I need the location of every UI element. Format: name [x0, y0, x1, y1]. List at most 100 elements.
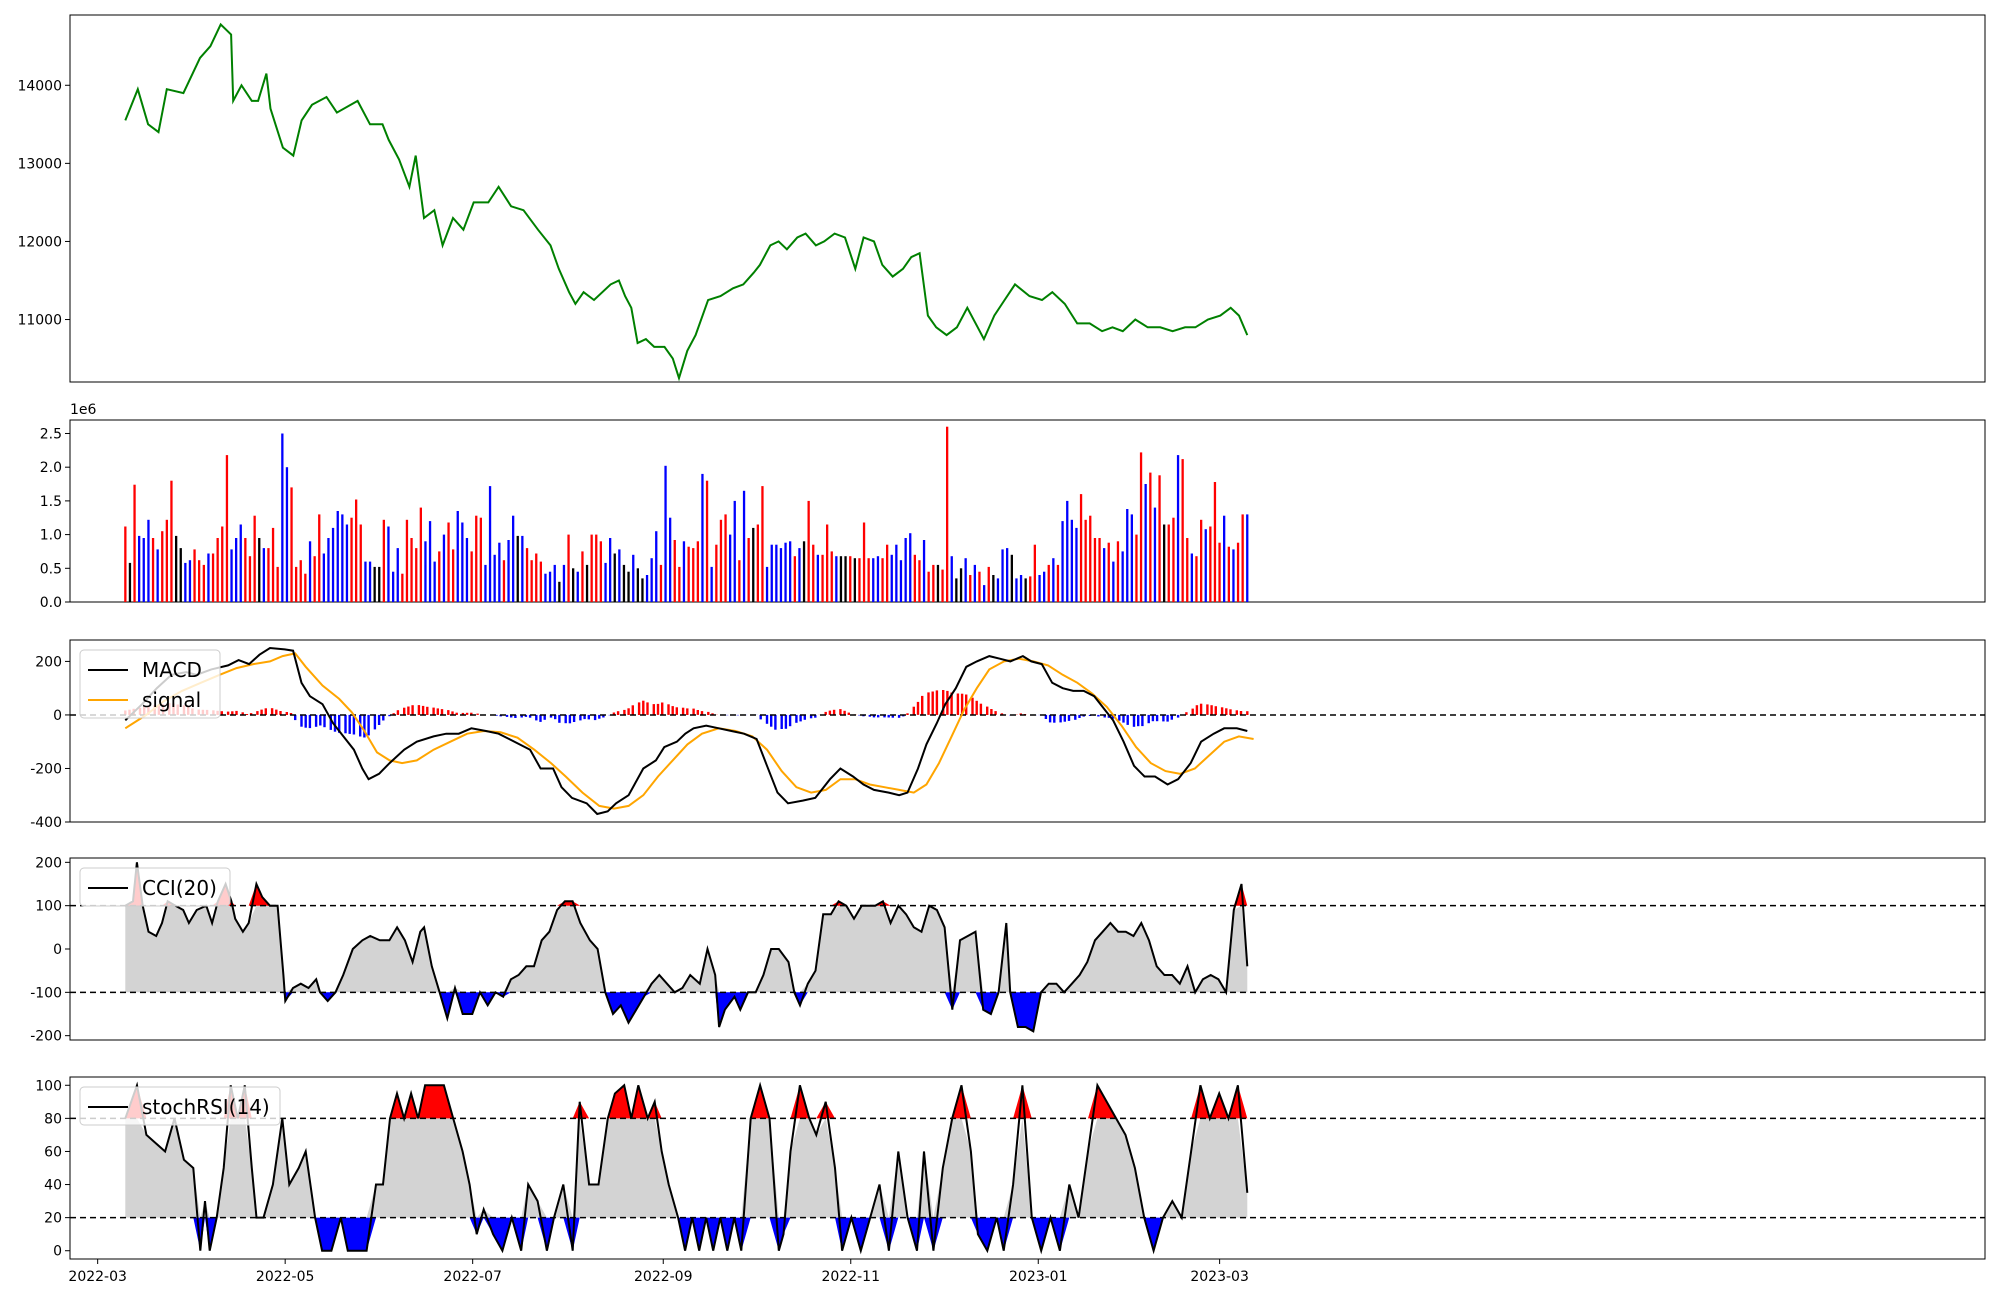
- volume-bar: [1209, 526, 1212, 602]
- macd-histogram-bar: [1199, 703, 1203, 715]
- macd-histogram-bar: [770, 714, 773, 727]
- macd-histogram-bar: [407, 706, 410, 715]
- macd-histogram-bar: [623, 709, 626, 715]
- macd-histogram-bar: [788, 714, 792, 727]
- macd-histogram-bar: [411, 705, 414, 715]
- stochrsi-panel: 0 20 40 60 80 100 stochRSI(14) 2022-03 2022-05 20…: [35, 1076, 1986, 1285]
- volume-bar: [327, 538, 330, 602]
- macd-histogram-bar: [520, 714, 523, 718]
- macd-histogram-bar: [916, 701, 920, 715]
- volume-bar: [1227, 546, 1230, 602]
- volume-bar: [1190, 553, 1193, 602]
- volume-bar: [281, 433, 284, 602]
- macd-histogram-bar: [686, 708, 689, 715]
- volume-bar: [276, 566, 279, 602]
- volume-bar: [585, 564, 589, 602]
- volume-bar: [1010, 554, 1013, 602]
- volume-bar: [1033, 544, 1036, 602]
- macd-histogram-bar: [1082, 714, 1085, 717]
- macd-frame: [69, 639, 1986, 823]
- macd-histogram-bar: [1210, 705, 1213, 715]
- macd-histogram-bar: [971, 697, 974, 715]
- macd-panel: -400 -200 0 200 MACD signal: [30, 639, 1986, 831]
- macd-histogram-bar: [294, 714, 297, 721]
- macd-histogram-bar: [707, 711, 710, 715]
- price-ytick-label: 13000: [17, 156, 62, 172]
- volume-bar: [1213, 482, 1217, 602]
- volume-bar: [1066, 500, 1069, 602]
- macd-histogram-bar: [220, 711, 223, 715]
- stochrsi-legend-box: [79, 1086, 281, 1126]
- macd-histogram-bar: [314, 714, 318, 727]
- volume-bar: [1144, 484, 1147, 602]
- macd-histogram-bar: [572, 714, 576, 722]
- macd-histogram-bar: [1141, 714, 1144, 727]
- volume-bar: [428, 521, 432, 602]
- volume-bar: [572, 568, 575, 602]
- volume-bar: [465, 538, 469, 602]
- volume-bar: [1093, 538, 1097, 602]
- volume-bar: [678, 566, 681, 602]
- volume-bar: [895, 544, 898, 602]
- macd-histogram-bar: [1229, 709, 1232, 715]
- volume-bar: [1098, 538, 1101, 602]
- macd-histogram-bar: [795, 714, 798, 723]
- volume-bar: [1024, 578, 1027, 602]
- volume-bar: [844, 556, 847, 602]
- macd-histogram-bar: [784, 714, 788, 729]
- macd-histogram-bar: [652, 704, 655, 715]
- volume-bar: [793, 556, 796, 602]
- macd-histogram-bar: [671, 706, 674, 715]
- macd-histogram-bar: [421, 705, 425, 715]
- x-tick-label: 2022-03: [68, 1269, 127, 1285]
- volume-bar: [225, 455, 229, 602]
- macd-histogram-bar: [241, 712, 244, 715]
- volume-bar: [165, 519, 168, 602]
- macd-histogram-bar: [1239, 711, 1243, 715]
- volume-bar: [802, 541, 806, 602]
- volume-bar: [1172, 517, 1175, 602]
- volume-bar: [161, 531, 164, 602]
- macd-histogram-bar: [700, 711, 704, 715]
- volume-bar: [1139, 452, 1143, 602]
- volume-bar: [1056, 564, 1060, 602]
- stochrsi-ytick-label: 100: [35, 1078, 62, 1094]
- macd-histogram-bar: [627, 708, 630, 715]
- macd-histogram-bar: [839, 709, 842, 715]
- volume-bar: [359, 524, 362, 602]
- macd-histogram-bar: [377, 714, 381, 725]
- macd-histogram-bar: [975, 700, 978, 715]
- macd-histogram-bar: [543, 714, 546, 720]
- macd-histogram-bar: [868, 714, 871, 717]
- volume-bar: [853, 558, 856, 602]
- macd-histogram-bar: [344, 714, 347, 734]
- macd-histogram-bar: [564, 714, 567, 724]
- price-ytick-label: 12000: [17, 234, 62, 250]
- volume-bar: [715, 544, 718, 602]
- volume-bar: [484, 564, 487, 602]
- volume-bar: [401, 573, 404, 602]
- volume-bar: [175, 535, 178, 602]
- volume-bar: [290, 487, 293, 602]
- volume-bar: [595, 534, 598, 602]
- volume-bar: [1176, 455, 1180, 602]
- volume-bar: [128, 562, 132, 602]
- volume-bar: [655, 531, 658, 602]
- macd-histogram-bar: [403, 707, 406, 715]
- macd-histogram-bar: [1132, 714, 1136, 727]
- macd-histogram-bar: [637, 702, 641, 715]
- macd-histogram-bar: [1111, 714, 1115, 719]
- macd-histogram-bar: [270, 708, 274, 715]
- macd-histogram-bar: [814, 714, 817, 718]
- volume-bar: [558, 581, 561, 602]
- volume-bar: [996, 578, 1000, 602]
- macd-histogram-bar: [675, 707, 678, 715]
- macd-histogram-bar: [765, 714, 769, 724]
- volume-bar: [789, 541, 792, 602]
- volume-bar: [738, 560, 741, 602]
- volume-bar: [308, 541, 312, 602]
- macd-histogram-bar: [1074, 714, 1077, 720]
- macd-histogram-bar: [583, 714, 586, 720]
- volume-bar: [433, 561, 436, 602]
